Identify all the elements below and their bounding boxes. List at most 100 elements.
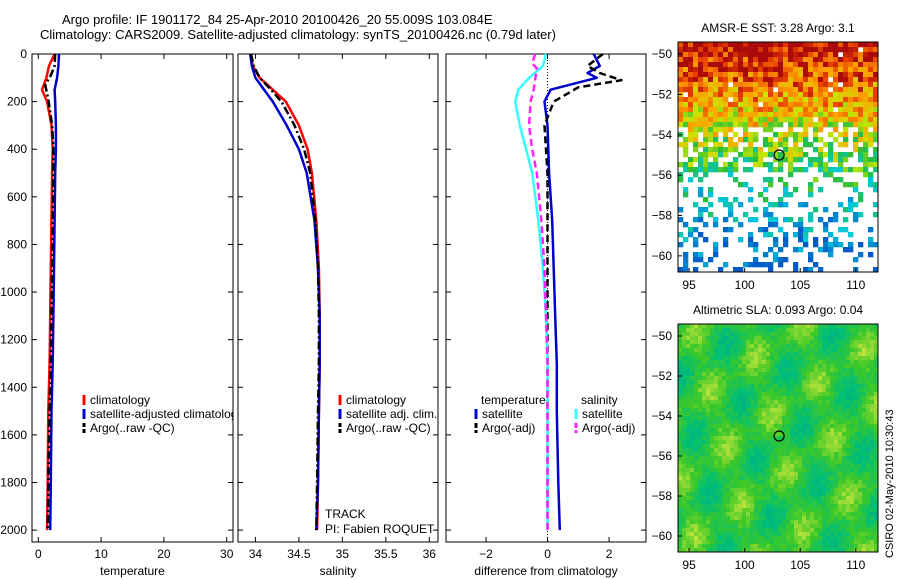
map-cell xyxy=(828,67,834,73)
map-cell xyxy=(834,480,839,485)
map-cell xyxy=(678,267,684,273)
map-cell xyxy=(846,456,851,461)
map-cell xyxy=(782,348,787,353)
map-cell xyxy=(806,400,811,405)
map-frame xyxy=(677,41,879,273)
map-cell xyxy=(818,67,824,73)
map-cell xyxy=(706,420,711,425)
map-cell xyxy=(762,376,767,381)
map-cell xyxy=(682,420,687,425)
map-cell xyxy=(758,57,764,63)
map-cell xyxy=(723,77,729,83)
map-cell xyxy=(870,368,875,373)
map-cell xyxy=(774,324,779,329)
map-cell xyxy=(826,392,831,397)
map-cell xyxy=(714,492,719,497)
map-cell xyxy=(768,42,774,48)
map-cell xyxy=(778,520,783,525)
map-cell xyxy=(722,500,727,505)
map-cell xyxy=(810,372,815,377)
map-cell xyxy=(790,512,795,517)
map-cell xyxy=(868,52,874,58)
map-cell xyxy=(710,500,715,505)
map-cell xyxy=(773,82,779,88)
map-cell xyxy=(763,262,769,268)
map-cell xyxy=(702,420,707,425)
map-cell xyxy=(830,488,835,493)
map-cell xyxy=(690,424,695,429)
map-cell xyxy=(714,528,719,533)
map-cell xyxy=(862,548,867,553)
map-cell xyxy=(834,412,839,417)
map-cell xyxy=(702,332,707,337)
map-cell xyxy=(734,480,739,485)
map-cell xyxy=(846,488,851,493)
map-cell xyxy=(746,476,751,481)
map-cell xyxy=(728,142,734,148)
map-cell xyxy=(742,536,747,541)
map-cell xyxy=(713,122,719,128)
map-cell xyxy=(698,192,704,198)
map-cell xyxy=(843,117,849,123)
map-cell xyxy=(762,400,767,405)
map-cell xyxy=(734,468,739,473)
map-cell xyxy=(734,488,739,493)
map-cell xyxy=(850,416,855,421)
map-cell xyxy=(730,348,735,353)
map-cell xyxy=(738,472,743,477)
map-cell xyxy=(734,400,739,405)
map-cell xyxy=(870,528,875,533)
map-cell xyxy=(834,328,839,333)
map-cell xyxy=(834,484,839,489)
map-cell xyxy=(808,47,814,53)
map-cell xyxy=(803,142,809,148)
map-cell xyxy=(874,408,879,413)
map-cell xyxy=(828,232,834,238)
map-cell xyxy=(830,428,835,433)
map-cell xyxy=(714,512,719,517)
map-cell xyxy=(794,408,799,413)
map-ytick-label: −50 xyxy=(652,47,673,61)
map-cell xyxy=(758,352,763,357)
map-cell xyxy=(683,67,689,73)
map-cell xyxy=(762,460,767,465)
map-cell xyxy=(730,428,735,433)
map-cell xyxy=(808,122,814,128)
map-cell xyxy=(858,42,864,48)
map-cell xyxy=(708,97,714,103)
map-cell xyxy=(746,388,751,393)
map-cell xyxy=(834,416,839,421)
map-cell xyxy=(768,162,774,168)
map-cell xyxy=(710,356,715,361)
map-cell xyxy=(710,492,715,497)
map-cell xyxy=(806,444,811,449)
map-cell xyxy=(833,237,839,243)
map-cell xyxy=(814,544,819,549)
map-cell xyxy=(806,456,811,461)
map-cell xyxy=(873,62,879,68)
map-cell xyxy=(850,508,855,513)
map-cell xyxy=(768,107,774,113)
map-cell xyxy=(728,137,734,143)
map-cell xyxy=(713,247,719,253)
map-cell xyxy=(690,540,695,545)
map-cell xyxy=(862,468,867,473)
map-cell xyxy=(854,340,859,345)
map-cell xyxy=(718,464,723,469)
map-cell xyxy=(782,524,787,529)
map-cell xyxy=(686,472,691,477)
map-cell xyxy=(778,412,783,417)
map-cell xyxy=(702,464,707,469)
map-cell xyxy=(778,416,783,421)
map-cell xyxy=(858,344,863,349)
map-cell xyxy=(754,504,759,509)
map-cell xyxy=(793,72,799,78)
map-cell xyxy=(714,348,719,353)
map-cell xyxy=(714,360,719,365)
map-cell xyxy=(748,262,754,268)
map-title: AMSR-E SST: 3.28 Argo: 3.1 xyxy=(701,21,855,35)
series-line-red xyxy=(40,53,56,531)
map-cell xyxy=(798,380,803,385)
map-cell xyxy=(843,77,849,83)
map-cell xyxy=(718,536,723,541)
